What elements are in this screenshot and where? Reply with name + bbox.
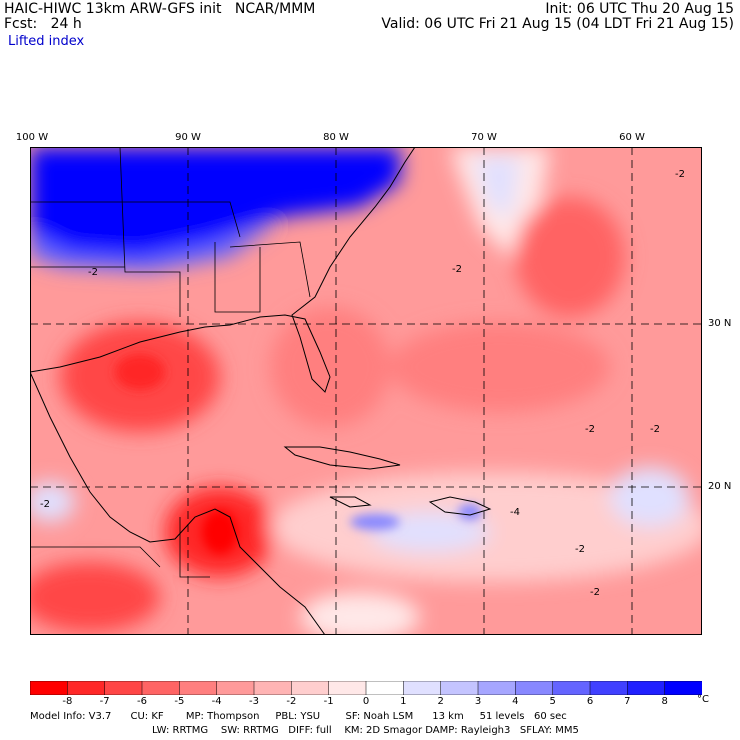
colorbar-tick-label: -5 [174, 696, 185, 707]
colorbar-segment [515, 681, 554, 695]
contour-label: -2 [590, 587, 600, 598]
colorbar-tick-label: -2 [286, 696, 297, 707]
contour-label: -2 [40, 499, 50, 510]
colorbar-tick-label: 6 [586, 696, 594, 707]
colorbar-tick-label: -1 [323, 696, 334, 707]
colorbar-segment [627, 681, 666, 695]
colorbar-segment [253, 681, 293, 695]
colorbar-tick-label: -4 [211, 696, 222, 707]
colorbar-tick-label: 0 [362, 696, 370, 707]
contour-label: -4 [510, 507, 520, 518]
lon-label-100w: 100 W [15, 132, 49, 143]
shaded-field-detail [115, 354, 482, 554]
lon-label-70w: 70 W [471, 132, 497, 143]
colorbar-segment [589, 681, 629, 695]
colorbar-segment [552, 681, 591, 695]
colorbar-segment [179, 681, 218, 695]
colorbar-segment [477, 681, 517, 695]
colorbar [30, 681, 702, 695]
colorbar-tick-label: 5 [549, 696, 556, 707]
colorbar-tick-label: -6 [137, 696, 147, 707]
lon-label-80w: 80 W [323, 132, 349, 143]
contour-label: -2 [585, 424, 595, 435]
contour-label: -2 [675, 169, 685, 180]
colorbar-tick-label: 3 [474, 696, 482, 707]
contour-label: -2 [452, 264, 462, 275]
colorbar-tick-label: -7 [99, 696, 110, 707]
colorbar-segment [30, 681, 69, 695]
colorbar-tick-label: 2 [437, 696, 444, 707]
colorbar-segment [664, 681, 702, 695]
colorbar-segment [440, 681, 479, 695]
model-title: HAIC-HIWC 13km ARW-GFS init NCAR/MMM [4, 1, 316, 17]
lon-label-90w: 90 W [175, 132, 201, 143]
contour-label: -2 [575, 544, 585, 555]
colorbar-segment [141, 681, 181, 695]
colorbar-tick-label: 7 [624, 696, 631, 707]
forecast-hour: Fcst: 24 h [4, 16, 82, 32]
map-frame [30, 147, 702, 635]
contour-label-group: -2 -2 -2 -2 -4 -2 -2 -2 -2 [40, 169, 685, 598]
colorbar-segment [216, 681, 255, 695]
lat-label-30n: 30 N [708, 318, 732, 329]
contour-label: -2 [88, 267, 98, 278]
lifted-index-map: -2 -2 -2 -2 -4 -2 -2 -2 -2 [30, 147, 702, 635]
colorbar-segment [291, 681, 330, 695]
colorbar-unit: °C [697, 694, 709, 705]
colorbar-segment [328, 681, 367, 695]
lat-lon-grid [30, 147, 702, 635]
colorbar-segment [403, 681, 442, 695]
colorbar-tick-label: 1 [400, 696, 407, 707]
colorbar-segment [104, 681, 143, 695]
colorbar-segment [67, 681, 106, 695]
model-info-line1: Model Info: V3.7 CU: KF MP: Thompson PBL… [30, 711, 567, 722]
lat-label-20n: 20 N [708, 481, 732, 492]
coastlines [30, 147, 492, 635]
colorbar-tick-label: 8 [661, 696, 668, 707]
colorbar-tick-label: -8 [62, 696, 73, 707]
colorbar-tick-label: 4 [512, 696, 519, 707]
political-borders [30, 147, 311, 578]
lon-label-60w: 60 W [619, 132, 645, 143]
colorbar-segment [365, 681, 405, 695]
colorbar-tick-label: -3 [249, 696, 259, 707]
valid-time: Valid: 06 UTC Fri 21 Aug 15 (04 LDT Fri … [381, 16, 734, 32]
model-info-line2: LW: RRTMG SW: RRTMG DIFF: full KM: 2D Sm… [152, 725, 579, 736]
shaded-field [30, 147, 702, 635]
contour-label: -2 [650, 424, 660, 435]
init-time: Init: 06 UTC Thu 20 Aug 15 [545, 1, 734, 17]
field-name: Lifted index [8, 34, 85, 49]
